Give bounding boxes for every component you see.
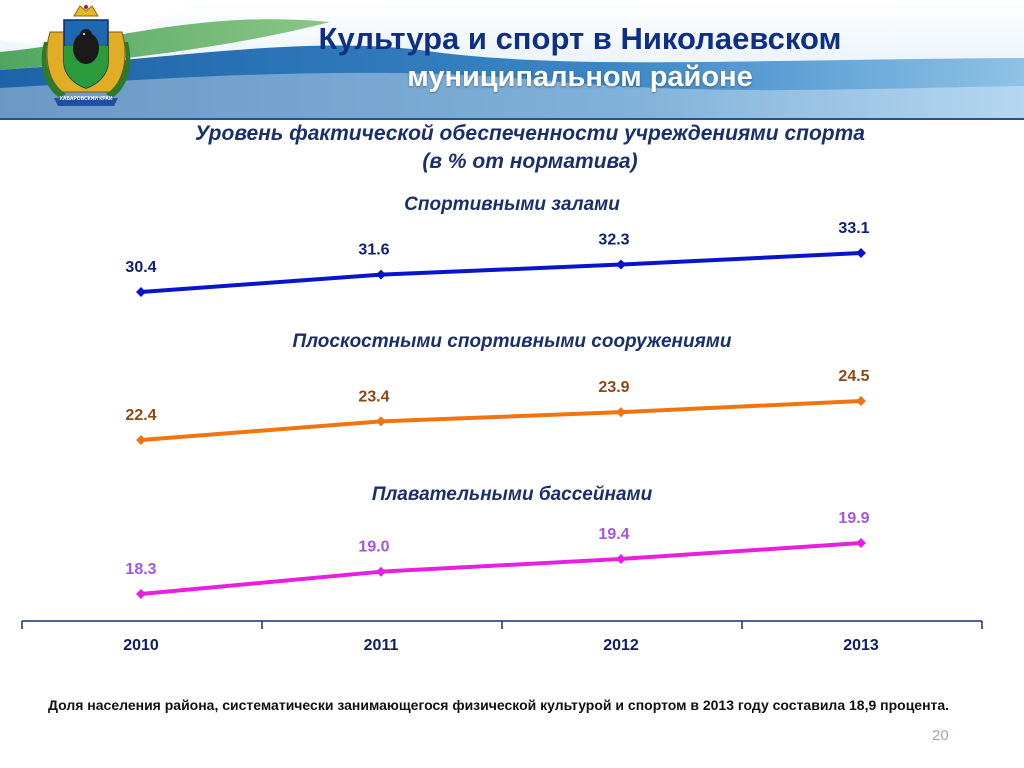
data-point-marker — [856, 538, 866, 548]
data-label: 19.9 — [838, 510, 869, 527]
x-tick-label: 2010 — [123, 637, 159, 654]
x-tick-label: 2013 — [843, 637, 879, 654]
page-number: 20 — [932, 727, 949, 744]
subtitle-line-1: Уровень фактической обеспеченности учреж… — [194, 122, 865, 145]
data-label: 19.0 — [358, 539, 389, 556]
header-banner: ХАБАРОВСКИЙ КРАЙ Культура и спорт в Нико… — [0, 0, 1024, 120]
title-line-2: муниципальном районе — [407, 61, 753, 93]
chart-subtitle: Уровень фактической обеспеченности учреж… — [60, 120, 1000, 176]
data-point-marker — [616, 259, 626, 270]
data-label: 31.6 — [358, 242, 389, 259]
footnote-text: Доля населения района, систематически за… — [48, 697, 950, 713]
series-title: Плавательными бассейнами — [372, 484, 653, 505]
series-title: Спортивными залами — [404, 194, 620, 215]
series-line — [140, 251, 862, 294]
data-point-marker — [136, 435, 146, 445]
data-label: 33.1 — [838, 220, 869, 237]
data-label: 18.3 — [125, 561, 156, 578]
emblem-caption: ХАБАРОВСКИЙ КРАЙ — [59, 96, 113, 102]
data-point-marker — [136, 287, 146, 297]
khabarovsk-coat-of-arms-icon — [41, 5, 131, 106]
data-point-marker — [376, 566, 386, 577]
data-point-marker — [376, 269, 386, 280]
data-point-marker — [856, 396, 866, 406]
data-point-marker — [616, 407, 626, 418]
title-line-1: Культура и спорт в Николаевском — [318, 21, 842, 56]
data-point-marker — [376, 416, 386, 427]
data-point-marker — [856, 248, 866, 258]
data-label: 32.3 — [598, 232, 629, 249]
data-label: 22.4 — [125, 407, 156, 424]
data-label: 19.4 — [598, 526, 629, 543]
series-title: Плоскостными спортивными сооружениями — [293, 331, 732, 352]
data-label: 23.9 — [598, 379, 629, 396]
data-label: 30.4 — [125, 259, 156, 276]
page-title: Культура и спорт в Николаевском муниципа… — [200, 20, 960, 96]
series-line — [140, 399, 862, 442]
x-tick-label: 2012 — [603, 637, 639, 654]
series-line — [140, 541, 862, 596]
subtitle-line-2: (в % от норматива) — [422, 150, 638, 173]
data-label: 24.5 — [838, 368, 869, 385]
data-point-marker — [136, 589, 146, 599]
data-point-marker — [616, 553, 626, 564]
line-chart: Спортивными залами Плоскостными спортивны… — [21, 194, 983, 654]
x-tick-label: 2011 — [364, 637, 399, 654]
data-label: 23.4 — [358, 388, 389, 405]
